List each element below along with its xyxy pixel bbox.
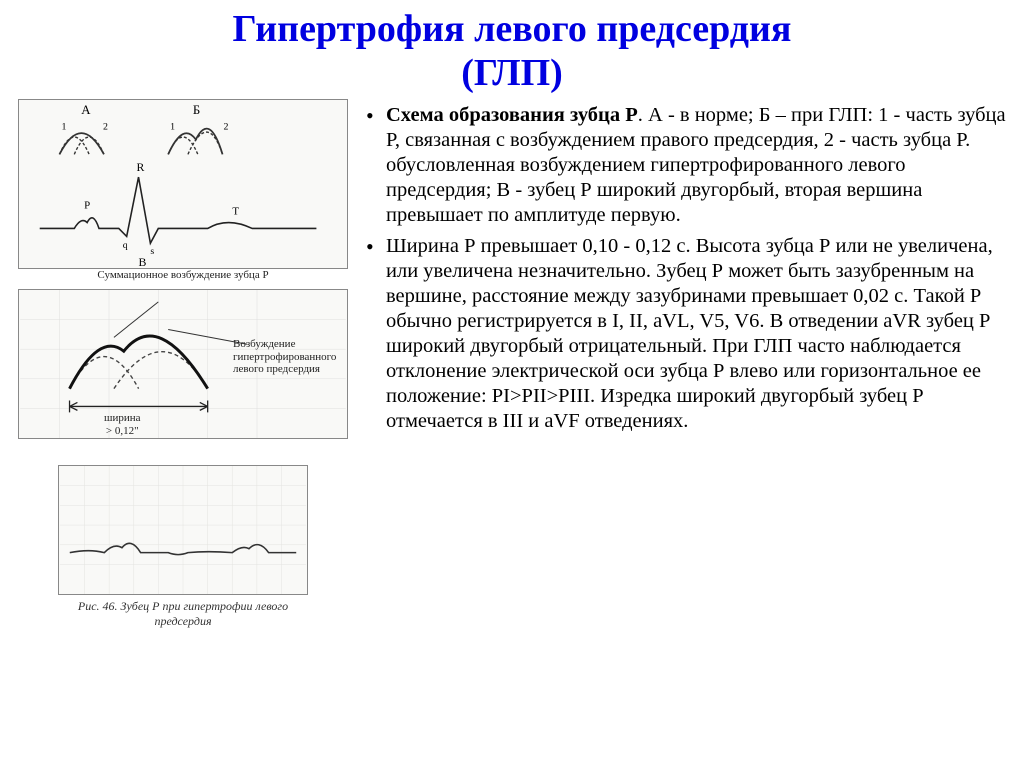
label-A: А [81,103,91,117]
label-R: R [137,161,145,175]
bullet-2: Ширина Р превышает 0,10 - 0,12 с. Высота… [360,234,1006,434]
figure-pwave-width: Возбуждение гипертрофированного левого п… [18,289,348,439]
ecg-strip-svg [59,466,307,594]
page-title: Гипертрофия левого предсердия (ГЛП) [0,0,1024,99]
label-1a: 1 [61,122,66,133]
right-column: Схема образования зубца Р. А - в норме; … [360,99,1006,629]
label-P: P [84,200,90,212]
label-B: Б [193,103,200,117]
bullet-1: Схема образования зубца Р. А - в норме; … [360,103,1006,228]
ecg-schematic-svg: А Б 1 2 1 2 P R T q s В [19,100,347,268]
label-1b: 1 [170,122,175,133]
title-line-1: Гипертрофия левого предсердия [233,8,792,50]
fig1-caption: Суммационное возбуждение зубца Р [18,269,348,281]
bullet-list: Схема образования зубца Р. А - в норме; … [360,103,1006,434]
fig2-annotation: Возбуждение гипертрофированного левого п… [233,338,343,374]
title-line-2: (ГЛП) [461,52,563,94]
bullet-2-rest: Ширина Р превышает 0,10 - 0,12 с. Высота… [386,235,993,432]
label-s: s [150,247,154,258]
fig3-caption: Рис. 46. Зубец Р при гипертрофии левого … [53,599,313,629]
content-row: А Б 1 2 1 2 P R T q s В [0,99,1024,629]
left-column: А Б 1 2 1 2 P R T q s В [18,99,348,629]
label-V: В [139,255,147,268]
label-q: q [123,241,128,252]
label-2b: 2 [224,122,229,133]
figure-ab-ecg: А Б 1 2 1 2 P R T q s В [18,99,348,281]
fig2-width-label: ширина > 0,12" [104,412,141,436]
figure-ecg-strip: Рис. 46. Зубец Р при гипертрофии левого … [18,465,348,629]
label-T: T [232,206,239,218]
bullet-1-lead: Схема образования зубца Р [386,104,638,126]
label-2a: 2 [103,122,108,133]
